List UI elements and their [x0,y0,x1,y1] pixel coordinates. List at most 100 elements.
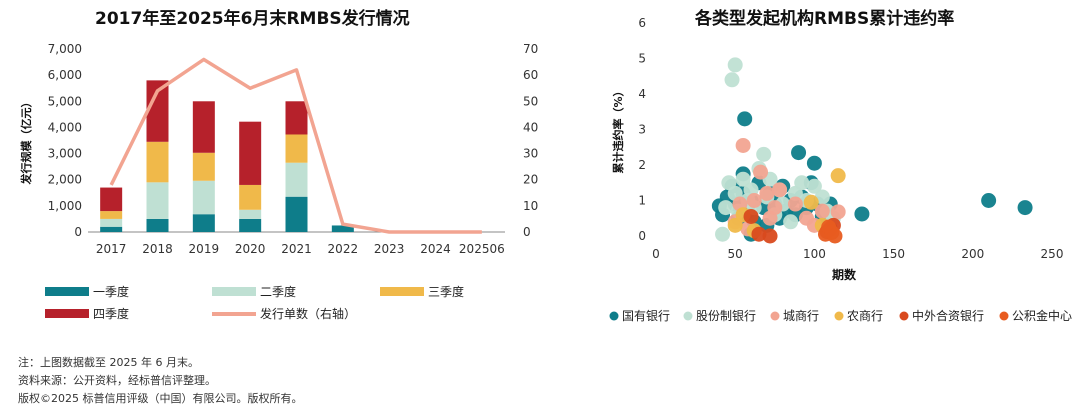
issuance-chart-panel: 2017年至2025年6月末RMBS发行情况 0 1,000 2,000 3,000 4… [0,0,556,340]
scatter-point-s1-12 [756,146,772,162]
scatter-legend-label-4: 中外合资银行 [912,308,984,323]
bar-q1-2019 [192,214,215,232]
y2-tick-label: 30 [523,147,538,161]
bar-q2-2019 [192,180,215,215]
scatter-point-s0-31 [981,193,997,208]
scatter-point-s3-2 [803,194,819,210]
y-tick-label: 7,000 [48,42,82,56]
scatter-point-s4-1 [751,226,767,242]
scatter-point-s2-14 [830,204,846,220]
scatter-point-s1-18 [783,214,799,230]
y2-tick-label: 60 [523,68,538,82]
x-tick-label: 2018 [142,242,173,256]
scatter-point-s4-2 [762,228,778,244]
legend-label-q1: 一季度 [93,284,129,299]
legend-label-q3: 三季度 [428,284,464,299]
footnote-copyright: 版权©2025 标普信用评级（中国）有限公司。版权所有。 [18,392,303,405]
y-tick-label: 1,000 [48,199,82,213]
bar-q4-2019 [192,101,215,153]
bar-q4-2017 [100,187,123,212]
bar-q2-2021 [285,162,308,197]
issuance-count-line [109,57,482,234]
legend-swatch-q2 [212,287,256,296]
scatter-y-tick-label: 6 [638,16,646,30]
x-tick-label: 2021 [281,242,312,256]
x-tick-label: 2017 [96,242,127,256]
scatter-point-s0-8 [737,111,753,127]
scatter-point-s1-0 [724,72,740,88]
y2-tick-label: 0 [523,225,531,239]
scatter-point-s2-5 [753,164,769,180]
bar-q1-2018 [146,218,169,232]
default-rate-chart-title: 各类型发起机构RMBS累计违约率 [695,9,955,29]
scatter-point-s2-10 [787,196,803,212]
scatter-y-axis-title: 累计违约率（%） [611,85,625,173]
legend-label-q2: 二季度 [260,284,296,299]
scatter-point-s3-4 [830,168,846,184]
y2-tick-label: 40 [523,120,538,134]
y2-tick-label: 10 [523,199,538,213]
scatter-legend-marker-4 [899,311,909,321]
legend-label-line: 发行单数（右轴） [260,306,356,321]
bar-q1-2022 [331,225,354,232]
y-tick-label: 0 [74,225,82,239]
legend-label-q4: 四季度 [93,306,129,321]
x-tick-label: 2022 [328,242,359,256]
bar-q1-2020 [239,218,262,232]
scatter-legend-marker-5 [999,311,1009,321]
scatter-point-s1-1 [727,57,743,73]
bar-q3-2019 [192,152,215,181]
y2-tick-label: 20 [523,173,538,187]
scatter-point-s1-22 [806,178,822,194]
bar-q3-2017 [100,211,123,219]
scatter-point-s2-6 [759,185,775,201]
scatter-point-s0-32 [1017,200,1033,216]
footnotes: 注：上图数据截至 2025 年 6 月末。 资料来源：公开资料，经标普信评整理。… [18,354,303,408]
scatter-x-tick-label: 0 [652,247,660,261]
x-tick-label: 2024 [420,242,451,256]
bar-q2-2018 [146,182,169,219]
scatter-point-s3-0 [727,217,743,233]
scatter-y-tick-label: 3 [638,123,646,137]
bar-q1-2021 [285,196,308,232]
scatter-point-s2-9 [772,182,788,198]
scatter-y-tick-label: 4 [638,87,646,101]
scatter-point-s2-13 [814,203,830,219]
y-tick-label: 3,000 [48,147,82,161]
scatter-x-axis-title: 期数 [832,267,857,282]
issuance-chart-title: 2017年至2025年6月末RMBS发行情况 [95,9,410,29]
bar-q3-2018 [146,141,169,183]
scatter-legend-label-2: 城商行 [783,308,819,323]
bar-q2-2017 [100,218,123,227]
bar-q4-2020 [239,121,262,185]
scatter-y-tick-label: 1 [638,194,646,208]
scatter-point-s5-3 [827,228,843,244]
legend-swatch-q3 [380,287,424,296]
scatter-x-tick-label: 200 [961,247,984,261]
scatter-y-tick-label: 0 [638,229,646,243]
x-tick-label: 2019 [189,242,220,256]
x-tick-label: 2023 [374,242,405,256]
scatter-legend-marker-1 [683,311,693,321]
bar-q3-2021 [285,134,308,163]
y-tick-label: 6,000 [48,68,82,82]
scatter-point-s2-4 [746,193,762,208]
bar-q2-2020 [239,209,262,219]
scatter-point-s0-30 [854,206,870,222]
y-tick-label: 4,000 [48,120,82,134]
footnote-source: 资料来源：公开资料，经标普信评整理。 [18,374,216,387]
scatter-point-s2-0 [735,137,751,153]
default-rate-chart-panel: 各类型发起机构RMBS累计违约率 0 1 2 3 4 5 6 0 50 100 150 200 250 累… [560,0,1080,340]
scatter-point-s1-2 [715,226,731,242]
scatter-point-s4-0 [743,208,759,224]
bar-q4-2018 [146,80,169,142]
y2-tick-label: 50 [523,94,538,108]
scatter-legend-marker-3 [834,311,844,321]
footnote-data-cutoff: 注：上图数据截至 2025 年 6 月末。 [18,356,199,369]
scatter-point-s1-23 [814,189,830,205]
scatter-y-tick-label: 5 [638,52,646,66]
scatter-point-s2-8 [767,200,783,216]
scatter-point-s0-26 [806,155,822,171]
x-tick-label: 2020 [235,242,266,256]
